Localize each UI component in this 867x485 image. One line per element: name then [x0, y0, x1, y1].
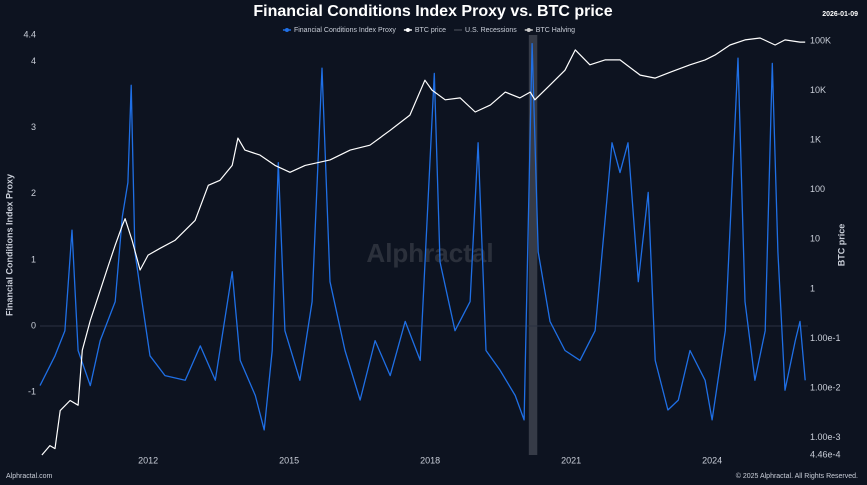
y-tick-label: 4.4 [23, 29, 36, 39]
y-tick-label: 4 [31, 56, 36, 66]
y-tick-label: 0 [31, 320, 36, 330]
y2-tick-label: 100K [810, 35, 831, 45]
legend-label: U.S. Recessions [465, 27, 517, 34]
y2-tick-label: 1.00e-3 [810, 432, 841, 442]
y2-tick-label: 4.46e-4 [810, 449, 841, 459]
series-line [39, 42, 806, 431]
legend-label: BTC Halving [536, 27, 575, 34]
y2-tick-label: 10 [810, 234, 820, 244]
date: 2026-01-09 [822, 11, 858, 18]
background-layer [40, 35, 808, 455]
legend-marker [526, 28, 531, 32]
y2-tick-label: 1.00e-1 [810, 333, 841, 343]
x-tick-label: 2018 [420, 455, 440, 465]
y-axis-label: Financial Conditions Index Proxy [4, 174, 14, 316]
x-tick-label: 2015 [279, 455, 299, 465]
y-tick-label: -1 [28, 387, 36, 397]
y-tick-label: 2 [31, 188, 36, 198]
y2-tick-label: 1 [810, 283, 815, 293]
legend: Financial Conditions Index Proxy BTC pric… [282, 27, 575, 34]
y2-axis-label: BTC price [836, 224, 846, 267]
y2-tick-label: 1K [810, 135, 821, 145]
y2-tick-label: 1.00e-2 [810, 382, 841, 392]
y2-tick-label: 100 [810, 184, 825, 194]
series-line [41, 37, 806, 456]
x-tick-label: 2021 [561, 455, 581, 465]
legend-marker [405, 28, 410, 32]
legend-label: Financial Conditions Index Proxy [294, 27, 396, 34]
watermark: Alphractal [366, 238, 493, 268]
x-tick-label: 2024 [702, 455, 722, 465]
x-tick-label: 2012 [138, 455, 158, 465]
y-tick-label: 3 [31, 122, 36, 132]
y2-tick-label: 10K [810, 85, 826, 95]
legend-label: BTC price [415, 27, 446, 34]
copyright: © 2025 Alphractal. All Rights Reserved. [736, 472, 858, 480]
recession-band [528, 35, 538, 455]
legend-marker [284, 28, 289, 32]
y-tick-label: 1 [31, 254, 36, 264]
chart-title: Financial Conditions Index Proxy vs. BTC… [253, 3, 612, 20]
source: Alphractal.com [6, 473, 52, 480]
